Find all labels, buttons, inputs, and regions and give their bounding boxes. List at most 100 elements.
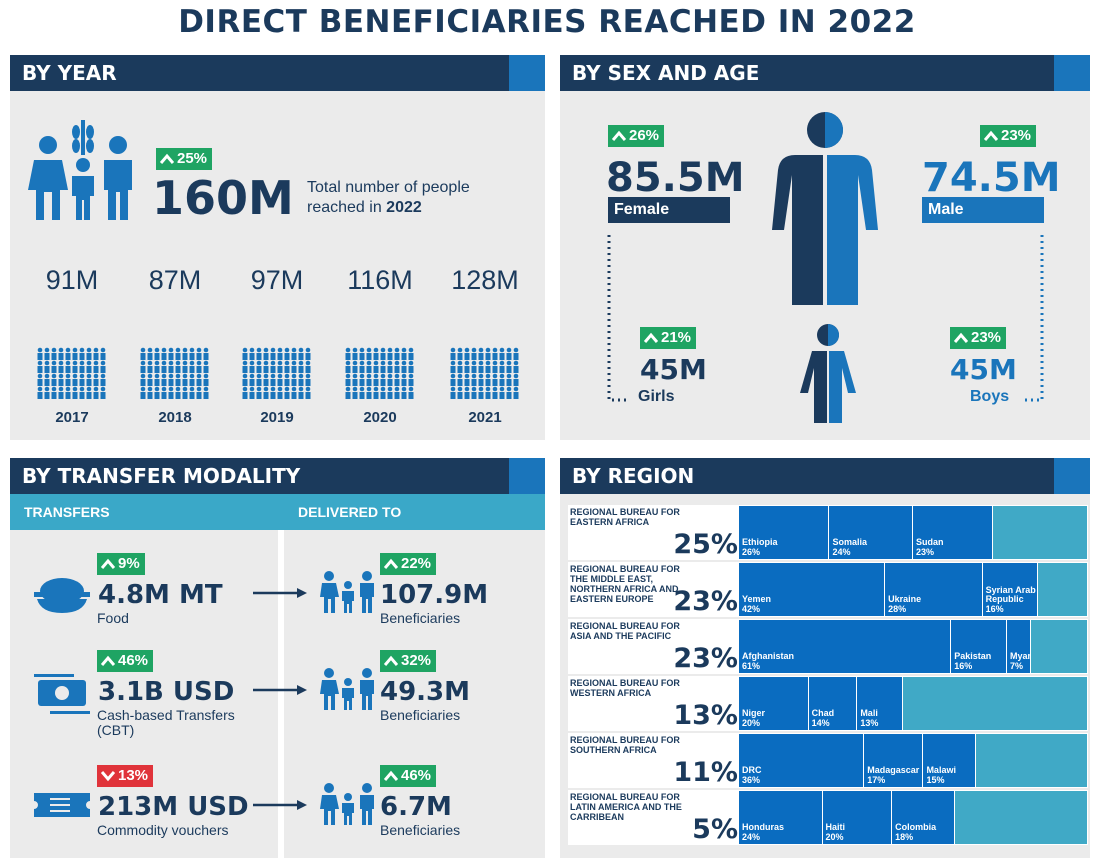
people-icon [320, 571, 374, 613]
country-share: 28% [888, 604, 907, 614]
year-people [37, 347, 107, 404]
country-bar: Somalia 24% [829, 506, 913, 559]
transfer-icon [34, 575, 90, 620]
transfer-label: Cash-based Transfers (CBT) [97, 707, 235, 738]
amount: 213M USD [98, 792, 249, 822]
country-bar: Chad 14% [808, 677, 858, 730]
region-share: 23% [673, 643, 738, 674]
by-sex-age-panel: BY SEX AND AGE 26% 85.5M Female 23% 74.5M Mal… [560, 55, 1090, 440]
change-badge: 23% [950, 327, 1007, 349]
country-name: Colombia [895, 822, 937, 832]
change: 23% [971, 329, 1002, 346]
change-badge: 22% [380, 553, 437, 575]
arrow [253, 800, 307, 810]
region-name: REGIONAL BUREAU FOR LATIN AMERICA AND TH… [570, 792, 682, 822]
country-name: Pakistan [954, 651, 992, 661]
country-share: 17% [867, 775, 886, 785]
beneficiary-label: Beneficiaries [380, 610, 461, 626]
country-share: 24% [742, 832, 761, 842]
col-header: TRANSFERS [24, 504, 110, 520]
change-badge: 23% [980, 125, 1037, 147]
by-region-panel: BY REGION REGIONAL BUREAU FOR EASTERN AF… [560, 458, 1090, 858]
col-header: DELIVERED TO [298, 504, 402, 520]
change: 25% [177, 150, 208, 167]
country-share: 13% [860, 718, 879, 728]
amount: 3.1B USD [98, 677, 235, 707]
arrow-up [100, 558, 116, 569]
country-share: 16% [954, 661, 973, 671]
region-bar: Honduras 24% Haiti 20% Colombia 18% [739, 791, 1087, 844]
arrow-up [953, 332, 969, 343]
change-badge: 25% [156, 148, 213, 170]
country-bar: Ethiopia 26% [739, 506, 830, 559]
country-share: 20% [825, 832, 844, 842]
amount: 4.8M MT [98, 580, 223, 610]
region-bar: Yemen 42% Ukraine 28% Syrian Arab Republic 16… [739, 563, 1087, 616]
region-bar: Ethiopia 26% Somalia 24% Sudan 23% [739, 506, 1087, 559]
country-share: 15% [926, 775, 945, 785]
year-value: 128M [451, 265, 519, 295]
child-icon [800, 324, 856, 423]
change-badge: 21% [640, 327, 697, 349]
change: 46% [118, 652, 149, 669]
country-name: Malawi [926, 765, 956, 775]
beneficiaries: 49.3M [380, 677, 471, 707]
country-name: Chad [811, 708, 835, 718]
year-label: 2017 [55, 409, 89, 426]
region-name: REGIONAL BUREAU FOR WESTERN AFRICA [570, 678, 680, 698]
adult-icon [772, 112, 878, 305]
people-icons [140, 347, 209, 399]
cash-icon [34, 674, 90, 714]
region-bar: DRC 36% Madagascar 17% Malawi 15% [739, 734, 1087, 787]
year-label: 2018 [158, 409, 192, 426]
country-name: Yemen [742, 594, 772, 604]
year-people [345, 347, 415, 404]
region-share: 25% [673, 529, 738, 560]
change: 13% [118, 767, 149, 784]
value: 45M [950, 353, 1017, 386]
change: 26% [629, 127, 660, 144]
subheader [10, 494, 545, 530]
beneficiary-icon [320, 571, 376, 618]
region-share: 11% [673, 757, 738, 788]
change-badge: 46% [97, 650, 154, 672]
people-icons [242, 347, 311, 399]
region-name: REGIONAL BUREAU FOR EASTERN AFRICA [570, 507, 680, 527]
year-value: 91M [45, 265, 99, 295]
country-bar: Syrian Arab Republic 16% [982, 563, 1039, 616]
change-badge: 9% [97, 553, 145, 575]
heading: BY YEAR [10, 55, 545, 91]
region-bar: Niger 20% Chad 14% Mali 13% [739, 677, 1087, 730]
heading: BY SEX AND AGE [560, 55, 1090, 91]
people-icons [450, 347, 519, 399]
country-name: Afghanistan [742, 651, 795, 661]
country-name: Myanmar [1009, 651, 1030, 661]
beneficiaries: 107.9M [380, 580, 489, 610]
country-name: Ethiopia [742, 537, 778, 547]
year-label: 2019 [260, 409, 294, 426]
arrow-up [611, 130, 627, 141]
caption: Total number of people reached in 2022 [307, 178, 527, 218]
country-share: 26% [742, 547, 761, 557]
label: Boys [970, 388, 1010, 405]
country-share: 18% [895, 832, 914, 842]
country-name: Syrian Arab Republic [985, 585, 1036, 604]
year-label: 2020 [363, 409, 397, 426]
country-bar: Colombia 18% [892, 791, 955, 844]
country-name: Sudan [916, 537, 944, 547]
year-label: 2021 [468, 409, 502, 426]
country-bar: Afghanistan 61% [739, 620, 952, 673]
change: 23% [1001, 127, 1032, 144]
country-bar: Niger 20% [739, 677, 809, 730]
change: 22% [401, 555, 432, 572]
year-people [140, 347, 210, 404]
country-bar: Yemen 42% [739, 563, 886, 616]
caption-year: 2022 [386, 199, 422, 216]
country-share: 36% [742, 775, 761, 785]
region-name: REGIONAL BUREAU FOR THE MIDDLE EAST, NOR… [570, 564, 680, 604]
arrow-up [159, 153, 175, 164]
region-row: REGIONAL BUREAU FOR ASIA AND THE PACIFIC… [568, 619, 1088, 674]
region-share: 5% [692, 814, 738, 845]
change-badge: 46% [380, 765, 437, 787]
